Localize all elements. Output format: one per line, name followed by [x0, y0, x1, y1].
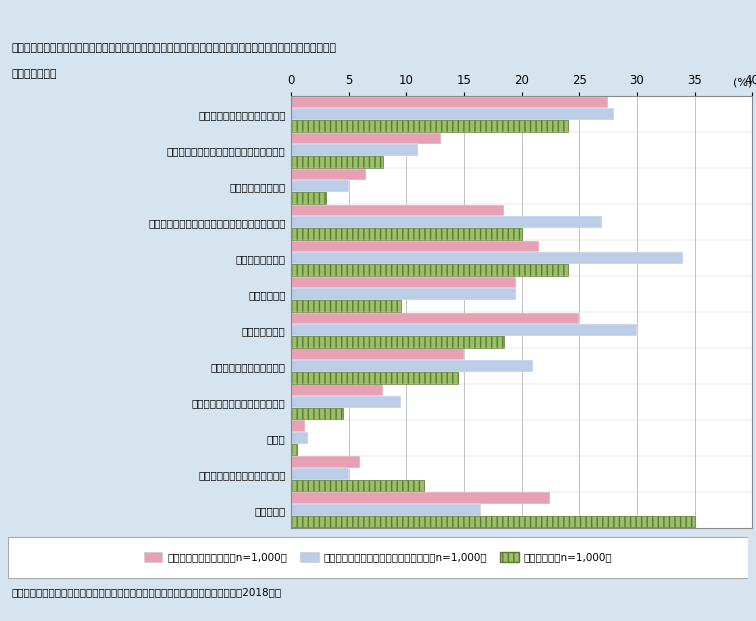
Bar [291, 288, 516, 300]
Bar [291, 264, 568, 276]
Bar [291, 480, 423, 491]
Bar [291, 396, 401, 408]
Bar [291, 169, 366, 180]
Bar [291, 276, 516, 288]
Bar [291, 468, 349, 480]
Bar [8, 537, 748, 578]
Bar [291, 133, 441, 144]
Text: 資料：厚生労働省政策統括官付政策評価官室委託「自立支援に関する意識調査」（2018年）: 資料：厚生労働省政策統括官付政策評価官室委託「自立支援に関する意識調査」（201… [11, 587, 281, 597]
Bar [291, 216, 603, 228]
Bar [291, 156, 383, 168]
Bar [291, 300, 401, 312]
Bar [291, 444, 297, 455]
Bar [291, 348, 464, 360]
Text: (%): (%) [733, 78, 752, 88]
Text: 実施したいと思う支援活動: 実施したいと思う支援活動 [144, 12, 253, 28]
Bar [291, 360, 533, 372]
Bar [291, 504, 482, 515]
Text: （３つまで）: （３つまで） [11, 70, 57, 79]
Text: 図表2-2-4: 図表2-2-4 [39, 13, 97, 27]
Bar [291, 180, 349, 192]
Bar [291, 240, 539, 252]
Bar [291, 384, 383, 396]
Legend: 障害や病気を有する者（n=1,000）, 身近に障害や病気を有する者がいる者（n=1,000）, その他の者（n=1,000）: 障害や病気を有する者（n=1,000）, 身近に障害や病気を有する者がいる者（n… [144, 552, 612, 563]
Bar [291, 192, 326, 204]
Bar [291, 205, 504, 216]
Bar [291, 120, 568, 132]
Bar [291, 324, 637, 336]
Bar [291, 515, 695, 527]
Bar [291, 312, 579, 324]
Bar [291, 109, 614, 120]
Bar [291, 228, 522, 240]
Text: 【設問】あなたは障害や病気を抱えていて困っている人に対して次のような支援活動を行いたいと思いますか。: 【設問】あなたは障害や病気を抱えていて困っている人に対して次のような支援活動を行… [11, 43, 336, 53]
Bar [291, 456, 361, 468]
Bar [291, 252, 683, 264]
Bar [291, 372, 458, 384]
Bar [291, 492, 550, 504]
Bar [291, 97, 608, 109]
Bar [291, 420, 305, 432]
Bar [4, 3, 132, 37]
Bar [291, 432, 308, 444]
Bar [291, 408, 343, 419]
Bar [291, 336, 504, 348]
Bar [291, 144, 418, 156]
